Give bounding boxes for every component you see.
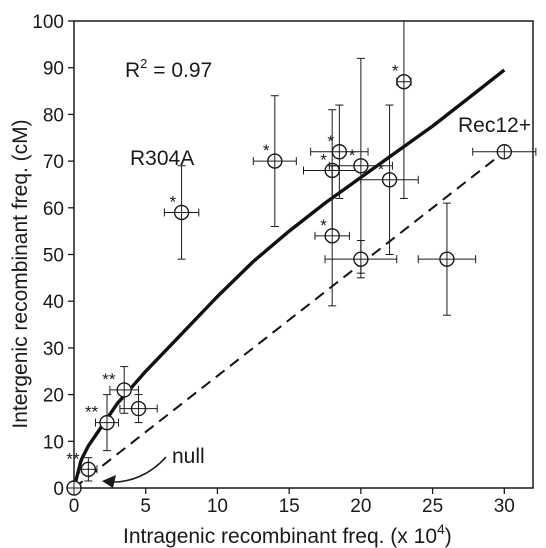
data-point: *: [314, 165, 350, 307]
x-tick-label: 15: [279, 496, 300, 517]
x-tick-label: 0: [69, 496, 80, 517]
x-tick-label: 10: [207, 496, 228, 517]
x-tick-label: 20: [350, 496, 371, 517]
x-tick-label: 25: [422, 496, 443, 517]
significance-label: **: [66, 449, 80, 468]
null-pointer-arrowhead: [102, 475, 116, 488]
significance-label: *: [392, 62, 399, 81]
dashed-fit-line: [73, 151, 505, 489]
x-axis-title: Intragenic recombinant freq. (x 104): [123, 521, 452, 548]
significance-label: *: [349, 146, 356, 165]
y-tick-label: 10: [43, 432, 64, 453]
null-label: null: [172, 445, 205, 468]
data-point: *: [252, 95, 297, 227]
data-point: [324, 239, 398, 279]
y-tick-label: 70: [43, 152, 64, 173]
data-points: ******** ******: [66, 21, 537, 496]
data-point: **: [85, 394, 119, 452]
x-tick-label: 5: [140, 496, 151, 517]
data-point: [417, 202, 477, 316]
y-tick-label: 90: [43, 59, 64, 80]
significance-label: *: [327, 132, 334, 151]
data-point: [472, 144, 537, 160]
data-point: **: [66, 449, 98, 482]
data-point: [66, 480, 82, 496]
y-tick-label: 40: [43, 292, 64, 313]
significance-label: **: [102, 370, 116, 389]
null-pointer-arrow: [113, 456, 167, 483]
plot-frame: [73, 20, 534, 489]
significance-label: *: [320, 216, 327, 235]
r304a-label: R304A: [130, 147, 194, 170]
data-point: **: [102, 366, 140, 414]
y-axis-title: Intergenic recombinant freq. (cM): [9, 119, 32, 428]
significance-label: *: [378, 160, 385, 179]
significance-label: *: [170, 192, 177, 211]
y-tick-label: 20: [43, 386, 64, 407]
significance-label: *: [263, 141, 270, 160]
data-point: *: [360, 104, 419, 255]
y-tick-label: 60: [43, 199, 64, 220]
y-tick-label: 100: [32, 12, 64, 33]
y-tick-label: 80: [43, 105, 64, 126]
data-point: [119, 394, 158, 424]
solid-fit-curve: [72, 68, 506, 489]
data-point: *: [163, 165, 200, 260]
fit-lines: [72, 68, 506, 489]
x-tick-label: 30: [494, 496, 515, 517]
y-tick-label: 50: [43, 246, 64, 267]
data-point: *: [310, 104, 369, 199]
y-tick-label: 0: [53, 479, 64, 500]
data-point: *: [328, 57, 393, 274]
y-tick-label: 30: [43, 339, 64, 360]
significance-label: **: [85, 403, 99, 422]
axes: 0 5 10 15 20 25 30 0 10 20 30 40 50 60 70 80 90 100: [32, 12, 534, 517]
r2-label: R2 = 0.97: [125, 56, 212, 82]
rec12-label: Rec12+: [458, 114, 531, 137]
annotations: R2 = 0.97 Rec12+ R304A null Intragenic r…: [9, 56, 531, 548]
data-point: *: [392, 21, 412, 199]
significance-label: *: [320, 150, 327, 169]
